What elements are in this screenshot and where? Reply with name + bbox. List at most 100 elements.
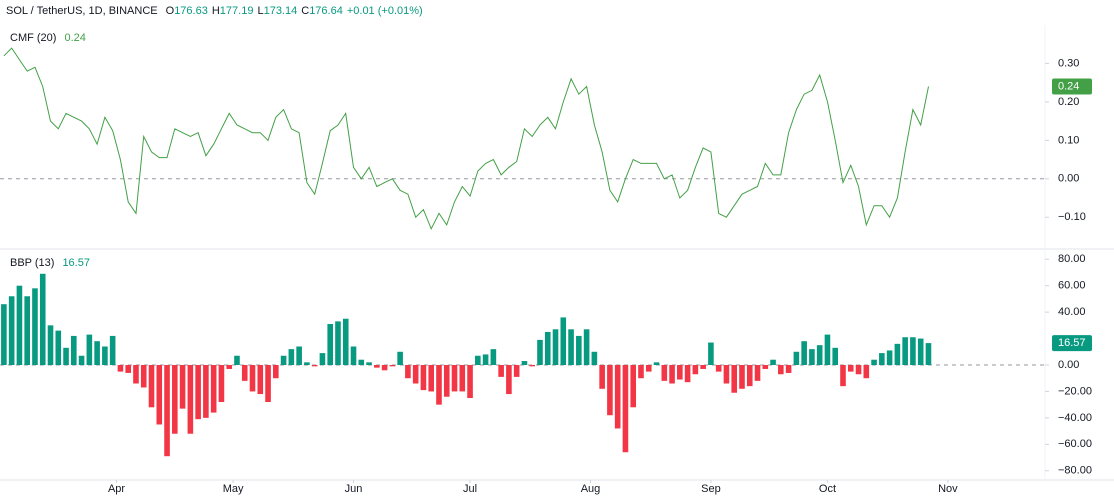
bbp-bar [311, 365, 318, 367]
bbp-bar [55, 330, 62, 365]
x-tick-label: Apr [108, 483, 125, 495]
bbp-bar [801, 341, 807, 365]
bbp-bar [785, 365, 792, 373]
bbp-bar [1, 304, 7, 365]
bbp-bar [793, 351, 800, 365]
bbp-bar [731, 365, 738, 393]
bbp-bar [645, 365, 652, 372]
bbp-bar [568, 329, 574, 365]
bbp-bar [879, 353, 885, 365]
bbp-bar [692, 365, 699, 375]
bbp-bar [552, 329, 559, 365]
bbp-bar [661, 365, 668, 381]
ohlc-key: C [301, 5, 309, 17]
bbp-bar [498, 365, 504, 377]
bbp-bar [638, 365, 644, 379]
bbp-bar [86, 334, 93, 365]
bbp-bar [249, 365, 256, 392]
bbp-bar [677, 365, 683, 380]
bbp-bar [304, 362, 310, 365]
bbp-bar [607, 365, 613, 416]
y-tick-label: 60.00 [1058, 280, 1086, 292]
ohlc-value: 173.14 [264, 5, 298, 17]
ohlc-value: 176.64 [309, 5, 343, 17]
bbp-bar [599, 365, 605, 389]
bbp-bar [117, 365, 124, 372]
bbp-bar [342, 318, 349, 365]
bbp-bar [381, 365, 388, 371]
bbp-bar [459, 365, 466, 392]
bbp-bar [257, 365, 264, 395]
bbp-bar [397, 351, 403, 365]
bbp-bar [39, 273, 46, 365]
bbp-bar [335, 321, 341, 365]
y-tick-label: 0.10 [1058, 134, 1079, 146]
bbp-bar [513, 365, 520, 377]
y-tick-label: −0.10 [1058, 211, 1086, 223]
bbp-bar [140, 365, 147, 388]
bbp-bar [78, 355, 85, 365]
x-tick-label: Jul [463, 483, 477, 495]
indicator-legend: BBP (13) 16.57 [10, 257, 90, 269]
bbp-bar [234, 355, 240, 365]
bbp-bar [319, 353, 326, 365]
y-tick-label: −20.00 [1058, 385, 1092, 397]
indicator-name: CMF (20) [10, 32, 56, 44]
bbp-bar [809, 349, 815, 365]
bbp-bar [521, 361, 528, 365]
bbp-bar [358, 359, 365, 365]
bbp-bar [71, 335, 77, 365]
y-tick-label: 0.00 [1058, 359, 1079, 371]
bbp-bar [102, 346, 108, 365]
bbp-bar [443, 365, 450, 397]
change: +0.01 (+0.01%) [347, 5, 423, 17]
bbp-bar [770, 359, 776, 365]
bbp-bar [389, 365, 396, 367]
x-tick-label: Oct [819, 483, 836, 495]
y-tick-label: −40.00 [1058, 412, 1092, 424]
bbp-bar [614, 365, 621, 429]
bbp-bar [210, 365, 217, 413]
bbp-bar [816, 345, 823, 365]
y-tick-label: 80.00 [1058, 253, 1086, 265]
bbp-bar [746, 365, 753, 387]
bbp-bar [544, 331, 551, 365]
bbp-bar [195, 365, 201, 420]
bbp-bar [754, 365, 761, 381]
bbp-bar [366, 362, 372, 365]
bbp-bar [265, 365, 271, 403]
x-tick-label: Aug [581, 483, 601, 495]
bbp-bar [296, 346, 302, 365]
bbp-bar [203, 365, 209, 418]
indicator-name: BBP (13) [10, 257, 54, 269]
x-tick-label: Sep [701, 483, 721, 495]
bbp-bar [172, 365, 178, 434]
bbp-bar [529, 365, 536, 367]
bbp-bar [910, 337, 916, 365]
bbp-bar [591, 351, 598, 365]
bbp-bar [187, 365, 194, 434]
y-tick-label: 0.00 [1058, 173, 1079, 185]
bbp-bar [653, 362, 660, 365]
ohlc-value: 177.19 [220, 5, 254, 17]
bbp-bar [576, 335, 582, 365]
bbp-bar [537, 339, 543, 365]
bbp-bar [902, 337, 908, 365]
last-value-label: 0.24 [1058, 80, 1079, 92]
bbp-bar [925, 343, 932, 365]
bbp-bar [47, 325, 54, 365]
bbp-bar [475, 355, 481, 365]
bbp-bar [917, 338, 924, 365]
bbp-bar [156, 365, 163, 425]
cmf-line [3, 47, 929, 231]
bbp-bar [8, 296, 15, 365]
indicator-value: 16.57 [62, 257, 90, 269]
y-tick-label: 0.30 [1058, 57, 1079, 69]
bbp-bar [583, 329, 590, 365]
bbp-bar [63, 347, 69, 365]
x-tick-label: Nov [938, 483, 958, 495]
bbp-bar [840, 365, 846, 387]
bbp-bar [288, 349, 295, 365]
